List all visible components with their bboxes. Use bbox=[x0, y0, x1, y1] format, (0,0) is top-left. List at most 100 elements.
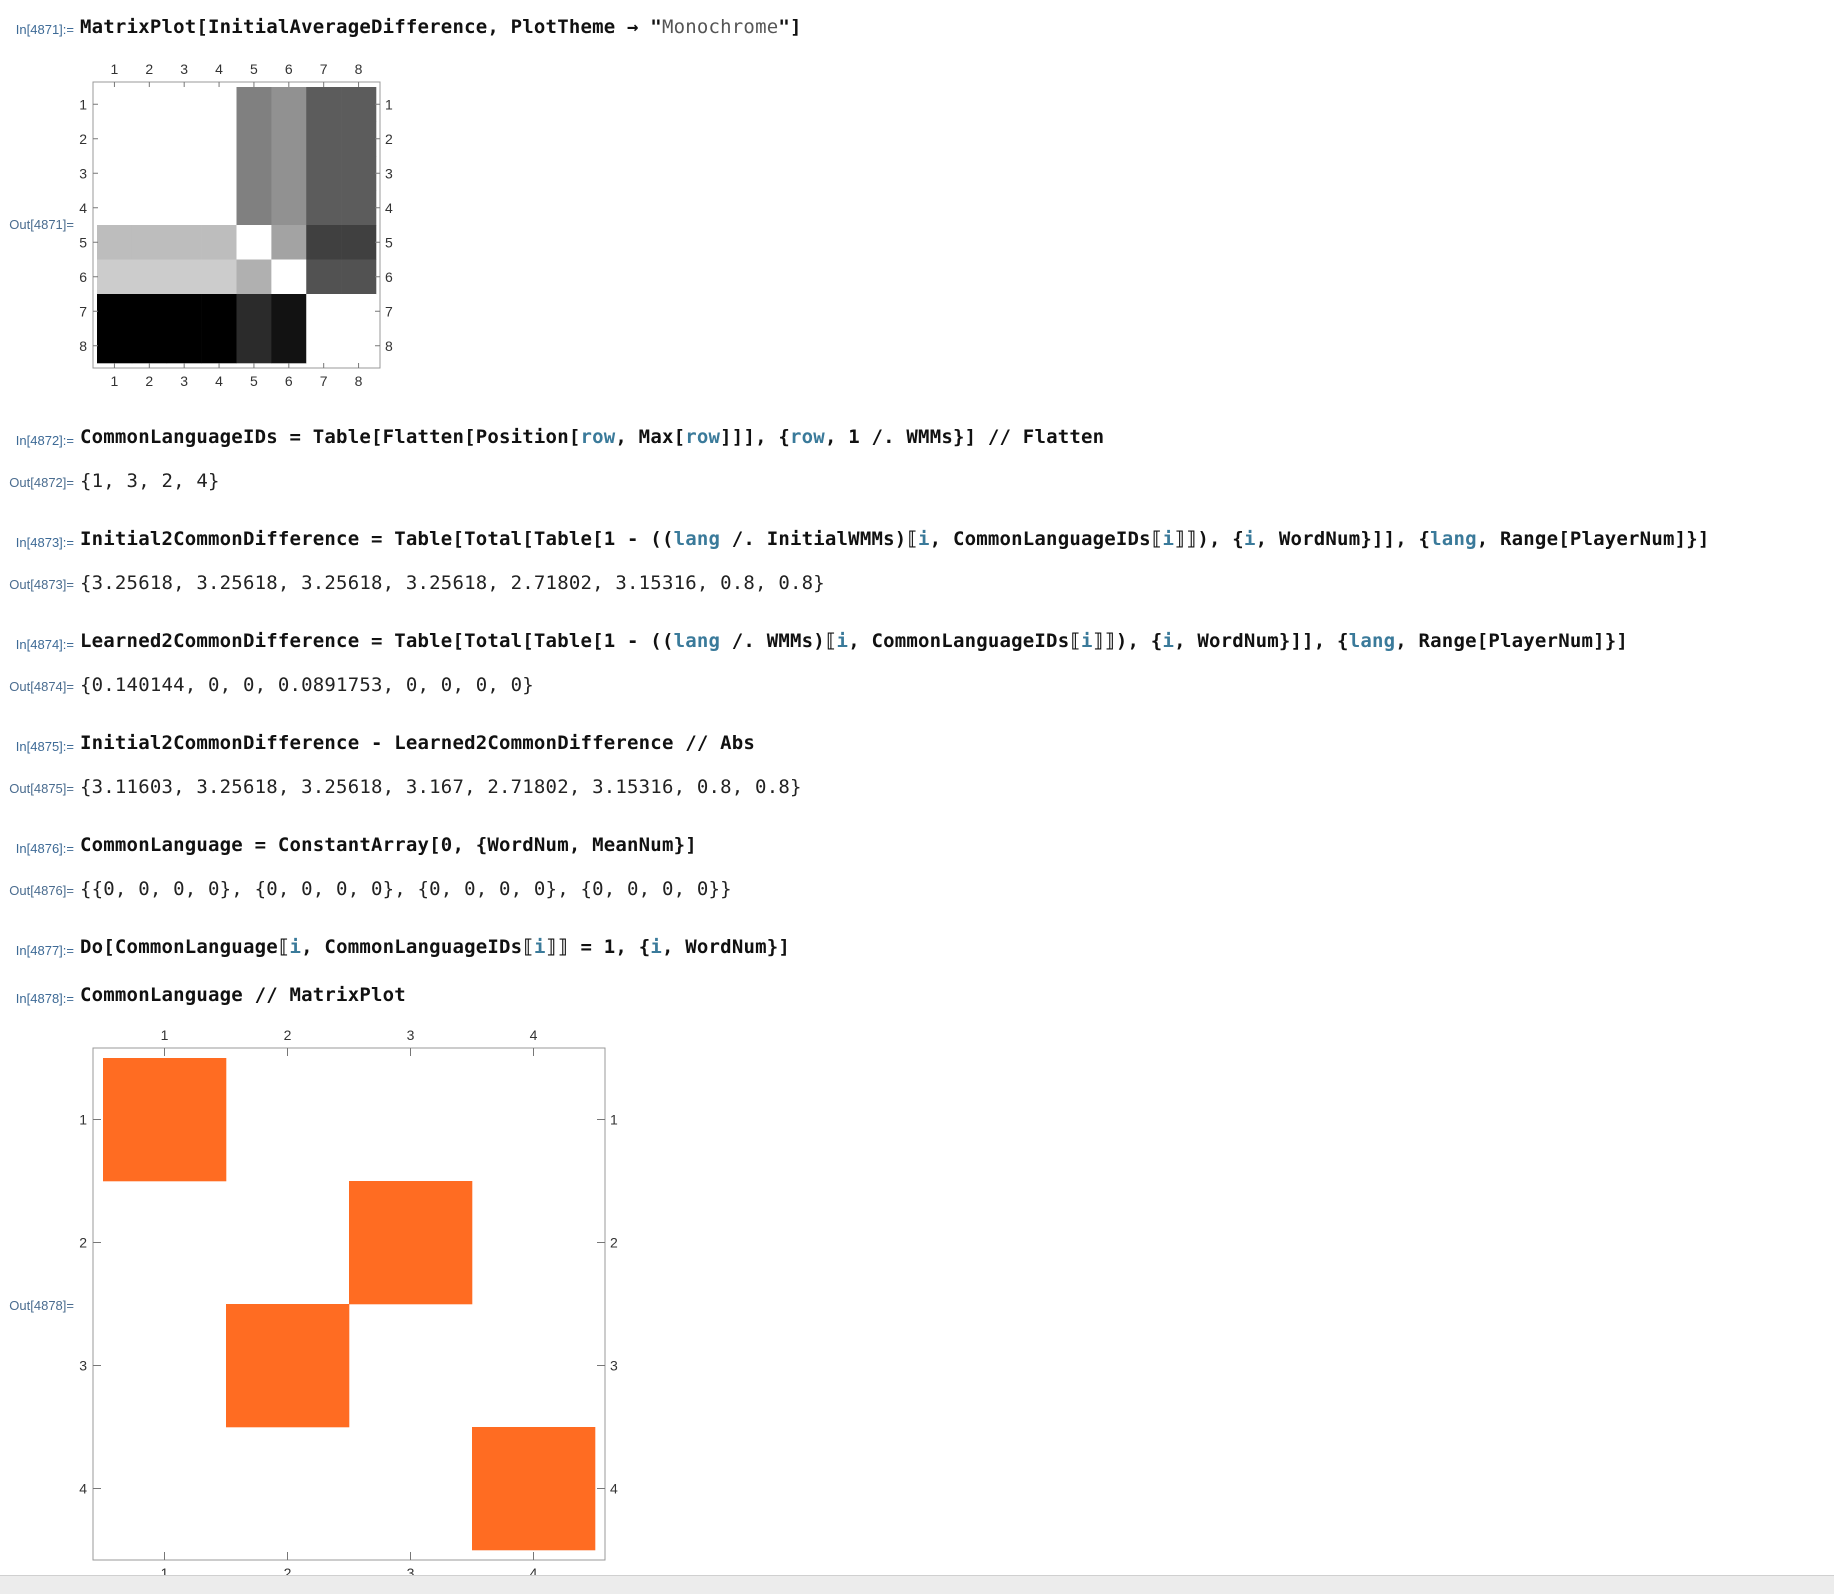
input-code[interactable]: CommonLanguage = ConstantArray[0, {WordN… bbox=[80, 834, 697, 856]
matrix-cell bbox=[306, 294, 342, 329]
col-tick-label-top: 2 bbox=[284, 1027, 292, 1043]
code-text: , Range[PlayerNum]}] bbox=[1395, 630, 1629, 652]
matrix-cell bbox=[306, 259, 342, 295]
input-code[interactable]: CommonLanguageIDs = Table[Flatten[Positi… bbox=[80, 426, 1104, 448]
code-variable: row bbox=[685, 426, 721, 448]
row-tick-label-left: 3 bbox=[79, 1358, 87, 1374]
code-text: Do[CommonLanguage⟦ bbox=[80, 936, 290, 958]
matrix-cell bbox=[201, 156, 237, 191]
matrix-plot-monochrome[interactable]: 1 1 2 2 3 3 4 4 5 5 6 6 7 7 8 8 1 1 2 2 3 3 4 4 5 5 6 6 7 7 8 8 bbox=[70, 55, 400, 400]
row-tick-label-right: 1 bbox=[385, 96, 393, 112]
output-label: Out[4871]= bbox=[9, 217, 74, 232]
string-literal: Monochrome bbox=[661, 16, 779, 38]
matrix-cell bbox=[97, 121, 133, 157]
matrix-cell bbox=[131, 121, 168, 157]
matrix-cell bbox=[97, 190, 133, 226]
row-tick-label-right: 3 bbox=[385, 165, 393, 181]
row-tick-label-right: 3 bbox=[610, 1358, 618, 1374]
row-tick-label-right: 6 bbox=[385, 269, 393, 285]
col-tick-label-top: 4 bbox=[215, 61, 223, 77]
matrix-cell bbox=[341, 294, 377, 329]
input-code[interactable]: MatrixPlot[InitialAverageDifference, Plo… bbox=[80, 16, 802, 38]
code-variable: i bbox=[1162, 528, 1175, 550]
col-tick-label-bottom: 4 bbox=[215, 373, 223, 389]
row-tick-label-left: 1 bbox=[79, 1112, 87, 1128]
matrix-cell bbox=[341, 190, 377, 226]
matrix-cell bbox=[341, 156, 377, 191]
code-text: , WordNum}] bbox=[661, 936, 791, 958]
input-code[interactable]: Initial2CommonDifference = Table[Total[T… bbox=[80, 528, 1710, 550]
matrix-cell bbox=[97, 294, 133, 329]
row-tick-label-right: 1 bbox=[610, 1112, 618, 1128]
code-text: MatrixPlot[InitialAverageDifference, Plo… bbox=[80, 16, 662, 38]
row-tick-label-left: 5 bbox=[79, 234, 87, 250]
code-variable: lang bbox=[673, 528, 721, 550]
code-text: , 1 /. WMMs}] // Flatten bbox=[824, 426, 1105, 448]
output-label: Out[4875]= bbox=[9, 781, 74, 796]
col-tick-label-top: 2 bbox=[145, 61, 153, 77]
col-tick-label-top: 5 bbox=[250, 61, 258, 77]
matrix-cell bbox=[97, 259, 133, 295]
input-code[interactable]: Learned2CommonDifference = Table[Total[T… bbox=[80, 630, 1628, 652]
matrix-cell bbox=[271, 259, 307, 295]
row-tick-label-left: 3 bbox=[79, 165, 87, 181]
row-tick-label-left: 6 bbox=[79, 269, 87, 285]
col-tick-label-bottom: 4 bbox=[530, 1565, 538, 1581]
matrix-cell bbox=[166, 87, 202, 122]
matrix-cell bbox=[201, 328, 237, 364]
col-tick-label-top: 3 bbox=[407, 1027, 415, 1043]
matrix-cell bbox=[236, 294, 272, 329]
matrix-cell bbox=[236, 328, 272, 364]
col-tick-label-bottom: 3 bbox=[407, 1565, 415, 1581]
matrix-cell bbox=[271, 87, 307, 122]
code-text: /. WMMs)⟦ bbox=[720, 630, 837, 652]
matrix-cell bbox=[226, 1304, 350, 1428]
input-code[interactable]: CommonLanguage // MatrixPlot bbox=[80, 984, 406, 1006]
col-tick-label-top: 4 bbox=[530, 1027, 538, 1043]
matrix-cell bbox=[97, 328, 133, 364]
code-text: , CommonLanguageIDs⟦ bbox=[848, 630, 1081, 652]
output-value: {0.140144, 0, 0, 0.0891753, 0, 0, 0, 0} bbox=[80, 674, 534, 696]
matrix-cell bbox=[201, 294, 237, 329]
col-tick-label-bottom: 1 bbox=[111, 373, 119, 389]
input-code[interactable]: Initial2CommonDifference - Learned2Commo… bbox=[80, 732, 756, 754]
row-tick-label-left: 7 bbox=[79, 303, 87, 319]
matrix-cell bbox=[201, 190, 237, 226]
code-text: , CommonLanguageIDs⟦ bbox=[301, 936, 534, 958]
output-label: Out[4874]= bbox=[9, 679, 74, 694]
matrix-cell bbox=[131, 225, 168, 260]
col-tick-label-top: 8 bbox=[355, 61, 363, 77]
matrix-cell bbox=[349, 1181, 473, 1305]
output-label: Out[4873]= bbox=[9, 577, 74, 592]
input-label: In[4873]:= bbox=[15, 535, 74, 550]
matrix-cell bbox=[472, 1427, 596, 1551]
row-tick-label-right: 8 bbox=[385, 338, 393, 354]
matrix-cell bbox=[166, 156, 202, 191]
input-label: In[4874]:= bbox=[15, 637, 74, 652]
input-code[interactable]: Do[CommonLanguage⟦i, CommonLanguageIDs⟦i… bbox=[80, 936, 790, 958]
matrix-cell bbox=[166, 190, 202, 226]
matrix-cell bbox=[306, 87, 342, 122]
code-text: ⟧⟧), { bbox=[1092, 630, 1163, 652]
row-tick-label-left: 8 bbox=[79, 338, 87, 354]
code-variable: i bbox=[1162, 630, 1175, 652]
row-tick-label-right: 7 bbox=[385, 303, 393, 319]
code-text: CommonLanguageIDs = Table[Flatten[Positi… bbox=[80, 426, 581, 448]
matrix-cell bbox=[131, 156, 168, 191]
row-tick-label-right: 5 bbox=[385, 234, 393, 250]
code-variable: i bbox=[1080, 630, 1093, 652]
matrix-cell bbox=[306, 190, 342, 226]
matrix-cell bbox=[271, 156, 307, 191]
col-tick-label-bottom: 8 bbox=[355, 373, 363, 389]
matrix-cell bbox=[236, 87, 272, 122]
code-text: , WordNum}]], { bbox=[1255, 528, 1431, 550]
matrix-cell bbox=[271, 225, 307, 260]
matrix-cell bbox=[97, 225, 133, 260]
output-value: {1, 3, 2, 4} bbox=[80, 470, 220, 492]
col-tick-label-bottom: 1 bbox=[161, 1565, 169, 1581]
matrix-cell bbox=[306, 328, 342, 364]
code-text: , Max[ bbox=[615, 426, 686, 448]
matrix-plot-common-language[interactable]: 1 1 2 2 3 3 4 4 1 1 2 2 3 3 4 4 bbox=[70, 1020, 630, 1581]
code-variable: row bbox=[790, 426, 825, 448]
code-text: /. InitialWMMs)⟦ bbox=[720, 528, 919, 550]
